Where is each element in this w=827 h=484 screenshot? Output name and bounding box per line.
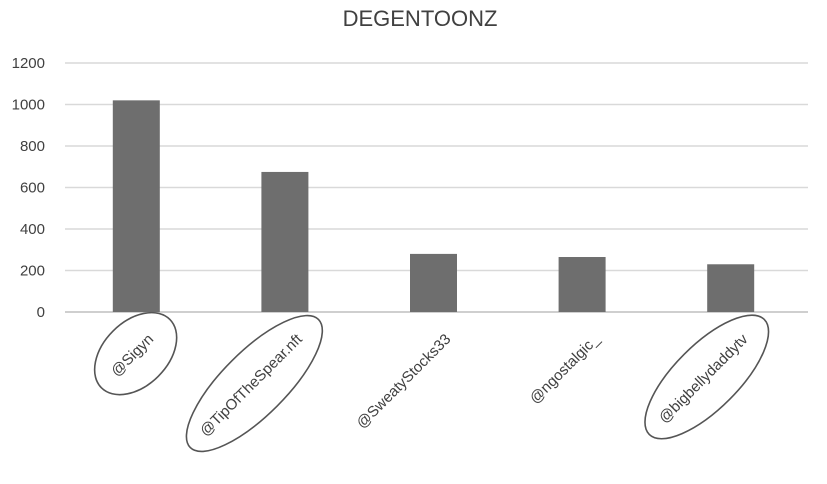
gridlines [65, 62, 808, 272]
y-tick-label: 400 [20, 221, 45, 238]
y-tick-label: 1000 [12, 97, 45, 114]
bars [112, 100, 755, 312]
y-tick-label: 0 [37, 304, 45, 321]
bar [112, 100, 160, 312]
category-label: @TipOfTheSpear.nft [197, 330, 307, 440]
label-highlight-ellipse [185, 314, 324, 453]
label-highlight-ellipse [93, 311, 178, 396]
annotation-ellipses [93, 311, 770, 453]
chart-title: DEGENTOONZ [343, 6, 498, 31]
y-tick-label: 1200 [12, 55, 45, 72]
category-label: @SweatyStocks33 [353, 331, 454, 432]
bar [410, 253, 457, 312]
category-label: @ngostalgic_ [526, 330, 603, 407]
y-tick-label: 800 [20, 138, 45, 155]
y-tick-label: 600 [20, 180, 45, 197]
y-axis-ticks: 0 200 400 600 800 1000 1200 [12, 55, 45, 321]
category-label: @bigbellydaddytv [656, 330, 752, 426]
bar [558, 257, 606, 312]
category-label: @Sigyn [108, 331, 157, 380]
category-labels: @Sigyn @TipOfTheSpear.nft @SweatyStocks33 @… [108, 330, 752, 440]
label-highlight-ellipse [644, 314, 770, 440]
y-tick-label: 200 [20, 263, 45, 280]
bar [707, 264, 755, 312]
bar [261, 171, 309, 312]
